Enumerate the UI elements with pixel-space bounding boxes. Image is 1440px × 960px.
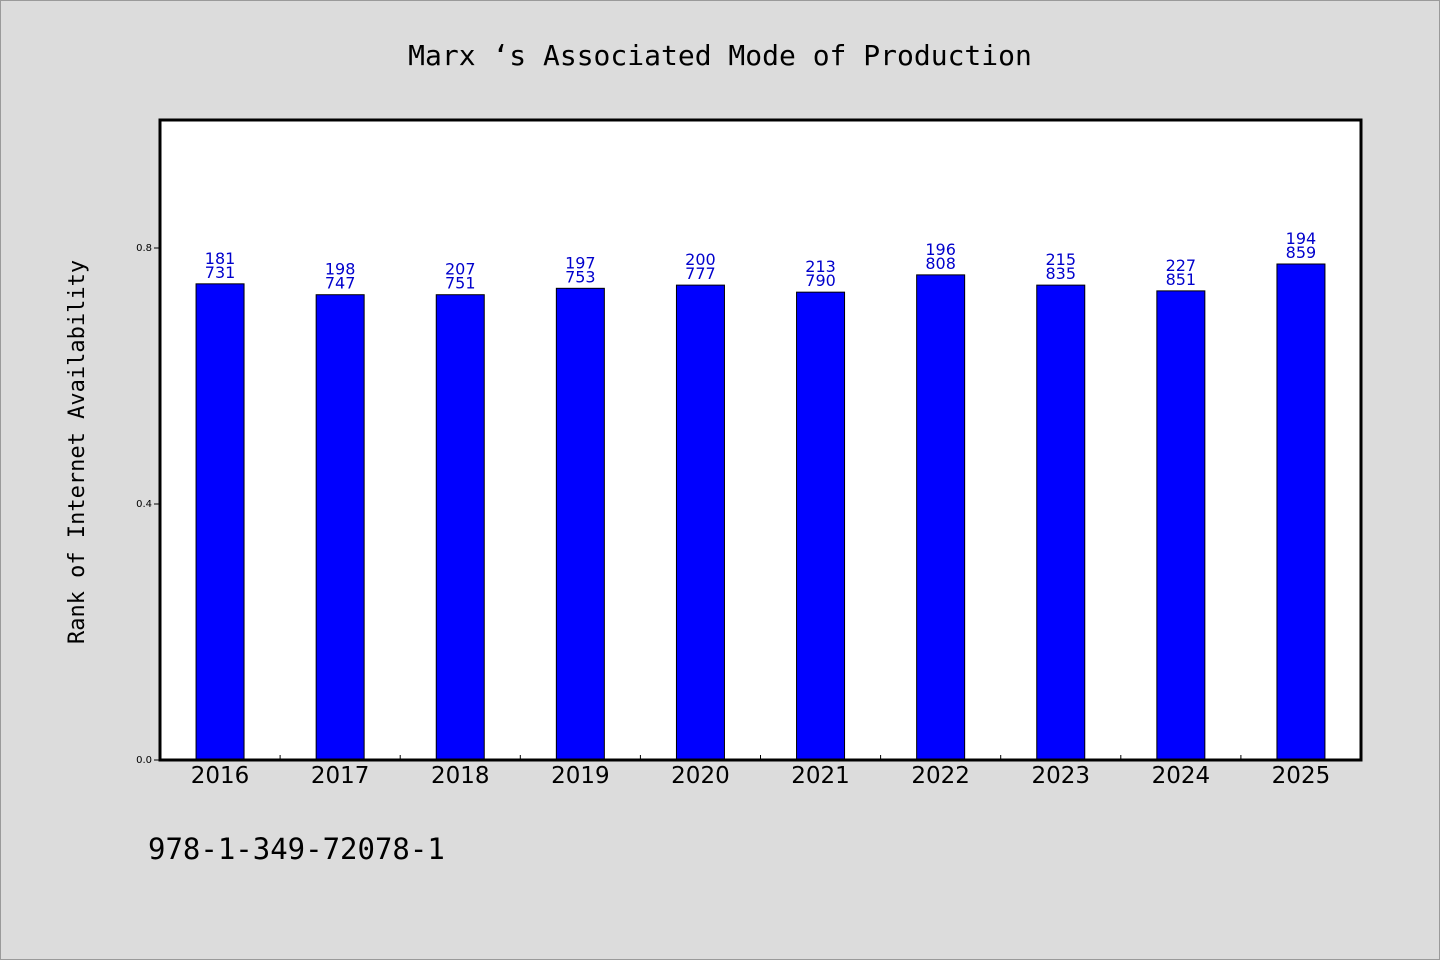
bar-label-top: 194 bbox=[1286, 229, 1317, 248]
y-tick-label: 0.0 bbox=[136, 755, 152, 766]
plot-border bbox=[158, 118, 1363, 762]
x-tick-label: 2019 bbox=[551, 763, 610, 789]
bar-label-bottom: 851 bbox=[1166, 270, 1197, 289]
x-tick-label: 2024 bbox=[1152, 763, 1211, 789]
bar-label-top: 200 bbox=[685, 250, 716, 269]
bar-2017 bbox=[315, 294, 365, 761]
bar-label-bottom: 835 bbox=[1045, 264, 1076, 283]
bar-2023 bbox=[1036, 284, 1086, 761]
y-axis-label: Rank of Internet Availability bbox=[65, 260, 90, 644]
y-tick-label: 0.4 bbox=[136, 499, 152, 510]
footnote: 978-1-349-72078-1 bbox=[148, 832, 445, 866]
bar-label-bottom: 751 bbox=[445, 274, 476, 293]
bar-2019 bbox=[555, 287, 605, 761]
bar-2016 bbox=[195, 283, 245, 761]
x-tick-label: 2022 bbox=[911, 763, 970, 789]
bar-2022 bbox=[916, 274, 966, 761]
bar-2024 bbox=[1156, 290, 1206, 761]
bar-label-bottom: 731 bbox=[205, 263, 236, 282]
bar-label-top: 227 bbox=[1166, 256, 1197, 275]
bar-label-top: 215 bbox=[1045, 250, 1076, 269]
x-tick-label: 2018 bbox=[431, 763, 490, 789]
x-tick-label: 2017 bbox=[311, 763, 370, 789]
bar-label-top: 181 bbox=[205, 249, 236, 268]
bar-label-bottom: 808 bbox=[925, 254, 956, 273]
x-tick-label: 2020 bbox=[671, 763, 730, 789]
x-tick-label: 2016 bbox=[191, 763, 250, 789]
bar-2018 bbox=[435, 294, 485, 761]
bar-label-top: 213 bbox=[805, 257, 836, 276]
bar-label-bottom: 777 bbox=[685, 264, 716, 283]
bar-label-top: 197 bbox=[565, 253, 596, 272]
x-tick-label: 2025 bbox=[1272, 763, 1331, 789]
bar-label-bottom: 790 bbox=[805, 271, 836, 290]
bar-2025 bbox=[1276, 263, 1326, 761]
bar-2021 bbox=[796, 291, 846, 761]
bar-label-bottom: 753 bbox=[565, 267, 596, 286]
bar-label-top: 196 bbox=[925, 240, 956, 259]
bar-label-bottom: 747 bbox=[325, 274, 356, 293]
bar-label-top: 207 bbox=[445, 260, 476, 279]
bar-label-top: 198 bbox=[325, 260, 356, 279]
bar-2020 bbox=[675, 284, 725, 761]
x-tick-label: 2021 bbox=[791, 763, 850, 789]
y-tick-label: 0.8 bbox=[136, 243, 152, 254]
bar-label-bottom: 859 bbox=[1286, 243, 1317, 262]
x-tick-label: 2023 bbox=[1031, 763, 1090, 789]
chart-title: Marx ‘s Associated Mode of Production bbox=[408, 39, 1032, 72]
